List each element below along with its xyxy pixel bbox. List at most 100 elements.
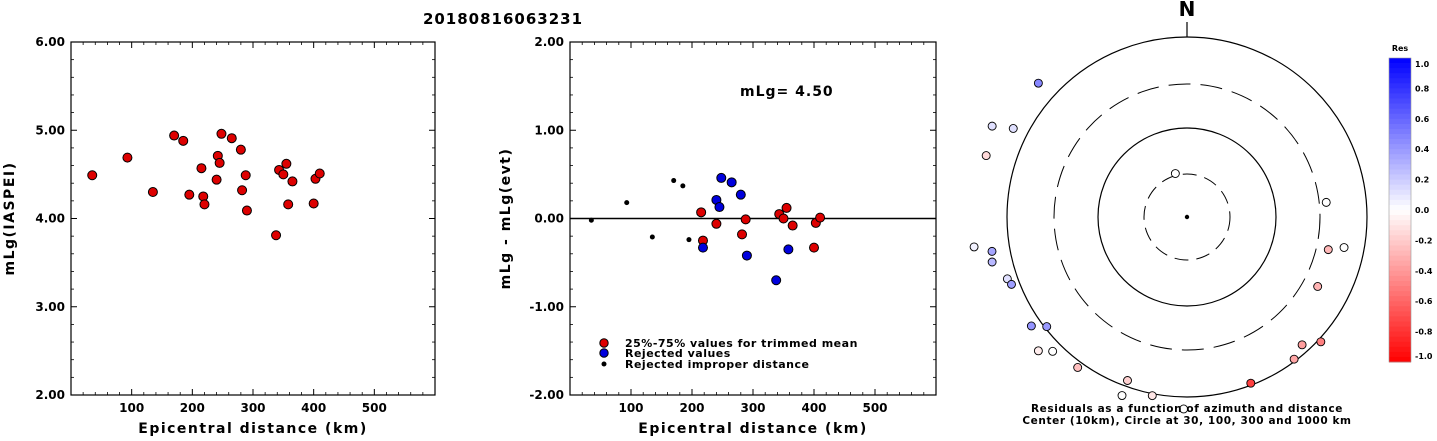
colorbar-segment: [1389, 134, 1411, 140]
p2-xtick-label: 200: [679, 401, 704, 415]
data-point: [278, 169, 289, 180]
data-point: [87, 170, 98, 181]
p1-frame: [70, 41, 436, 396]
data-point: [237, 185, 248, 196]
data-point: [686, 237, 692, 243]
circle-30km: [1143, 173, 1231, 261]
station-residual-point: [1117, 391, 1127, 400]
colorbar-segment: [1389, 128, 1411, 135]
colorbar-segment: [1389, 189, 1411, 196]
data-point: [726, 177, 737, 188]
colorbar-segment: [1389, 356, 1411, 363]
p2-xtick-label: 300: [740, 401, 765, 415]
p1-xtick-label: 500: [362, 401, 387, 415]
colorbar-segment: [1389, 225, 1411, 231]
colorbar-segment: [1389, 164, 1411, 170]
data-point: [711, 218, 722, 229]
data-point: [649, 234, 655, 240]
colorbar-segment: [1389, 159, 1411, 165]
colorbar-segment: [1389, 311, 1411, 317]
station-residual-point: [1048, 346, 1058, 356]
colorbar-segment: [1389, 73, 1411, 79]
colorbar-segment: [1389, 341, 1411, 348]
p2-xtick-label: 400: [801, 401, 826, 415]
colorbar-segment: [1389, 275, 1411, 282]
legend-label: Rejected improper distance: [625, 358, 809, 371]
figure-title: 20180816063231: [423, 10, 583, 28]
data-point: [787, 220, 798, 231]
colorbar-frame: [1388, 57, 1412, 363]
station-residual-point: [1033, 78, 1043, 88]
colorbar-segment: [1389, 93, 1411, 99]
legend-marker: [599, 338, 609, 348]
station-residual-point: [1007, 279, 1016, 289]
data-point: [271, 230, 282, 241]
colorbar-segment: [1389, 346, 1411, 353]
p2-xtick-label: 100: [618, 401, 643, 415]
p1-xtick-label: 100: [119, 401, 144, 415]
colorbar-segment: [1389, 179, 1411, 186]
colorbar-segment: [1389, 326, 1411, 332]
data-point: [147, 187, 158, 198]
colorbar-tick-label: -1.0: [1415, 352, 1433, 361]
colorbar-tick-label: -0.8: [1415, 328, 1433, 337]
p2-ytick-label: 0.00: [534, 212, 564, 226]
colorbar-segment: [1389, 291, 1411, 297]
colorbar-segment: [1389, 245, 1411, 251]
colorbar-segment: [1389, 154, 1411, 160]
data-point: [783, 244, 794, 255]
legend-marker: [601, 361, 607, 367]
data-point: [211, 174, 222, 185]
colorbar-segment: [1389, 144, 1411, 150]
colorbar-segment: [1389, 103, 1411, 110]
data-point: [235, 144, 246, 155]
p1-ytick-label: 6.00: [35, 35, 65, 49]
p2-ylabel: mLg - mLg(evt): [498, 148, 514, 290]
data-point: [216, 128, 227, 139]
colorbar-tick-label: 0.8: [1415, 84, 1430, 93]
colorbar-segment: [1389, 230, 1411, 236]
station-residual-point: [1316, 337, 1326, 347]
circle-100km: [1097, 127, 1277, 307]
data-point: [815, 212, 826, 223]
data-point: [740, 214, 751, 225]
azimuth-residual-polar-plot: N Residuals as a function of azimuth and …: [969, 0, 1368, 427]
data-point: [778, 213, 789, 224]
polar-caption-line1: Residuals as a function of azimuth and d…: [1031, 403, 1343, 415]
colorbar-tick-label: -0.2: [1415, 236, 1433, 245]
colorbar-segment: [1389, 174, 1411, 180]
colorbar-segment: [1389, 123, 1411, 130]
data-point: [308, 198, 319, 209]
station-residual-point: [1323, 245, 1333, 255]
legend-label: 25%-75% values for trimmed mean: [625, 337, 858, 350]
data-point: [781, 202, 792, 213]
data-point: [671, 178, 677, 184]
data-point: [214, 157, 225, 168]
p1-ytick-label: 3.00: [35, 300, 65, 314]
station-residual-point: [1321, 197, 1331, 207]
p2-xtick-label: 500: [862, 401, 887, 415]
colorbar-segment: [1389, 240, 1411, 246]
colorbar-segment: [1389, 169, 1411, 175]
data-point: [199, 199, 210, 210]
colorbar-title: Res: [1392, 44, 1409, 53]
data-point: [241, 205, 252, 216]
station-residual-point: [1297, 340, 1307, 350]
station-residual-point: [1179, 404, 1189, 414]
colorbar-segment: [1389, 250, 1411, 256]
p1-xtick-label: 200: [180, 401, 205, 415]
p2-ytick-label: 1.00: [534, 123, 564, 137]
colorbar-segment: [1389, 78, 1411, 84]
colorbar-tick-label: 0.0: [1415, 206, 1430, 215]
colorbar-segment: [1389, 321, 1411, 327]
colorbar-tick-label: 0.6: [1415, 115, 1430, 124]
colorbar-tick-label: 0.2: [1415, 176, 1429, 185]
colorbar-segment: [1389, 280, 1411, 287]
colorbar-segment: [1389, 260, 1411, 267]
colorbar-segment: [1389, 286, 1411, 292]
station-residual-point: [1008, 124, 1018, 133]
station-residual-point: [1073, 363, 1083, 372]
data-point: [178, 135, 189, 146]
colorbar-segment: [1389, 220, 1411, 226]
